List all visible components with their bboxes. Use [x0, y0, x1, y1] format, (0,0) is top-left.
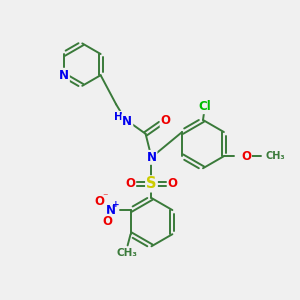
Text: O: O	[160, 114, 171, 127]
Text: N: N	[106, 204, 116, 217]
Text: N: N	[146, 151, 157, 164]
Text: N: N	[122, 115, 132, 128]
Text: O: O	[94, 195, 104, 208]
Text: S: S	[146, 176, 157, 191]
Text: O: O	[103, 215, 112, 228]
Text: O: O	[168, 177, 178, 190]
Text: Cl: Cl	[198, 100, 211, 113]
Text: ⁻: ⁻	[103, 192, 108, 202]
Text: +: +	[112, 200, 120, 209]
Text: CH₃: CH₃	[266, 151, 285, 161]
Text: O: O	[241, 150, 251, 163]
Text: O: O	[125, 177, 135, 190]
Text: H: H	[114, 112, 123, 122]
Text: N: N	[59, 69, 69, 82]
Text: CH₃: CH₃	[116, 248, 137, 258]
